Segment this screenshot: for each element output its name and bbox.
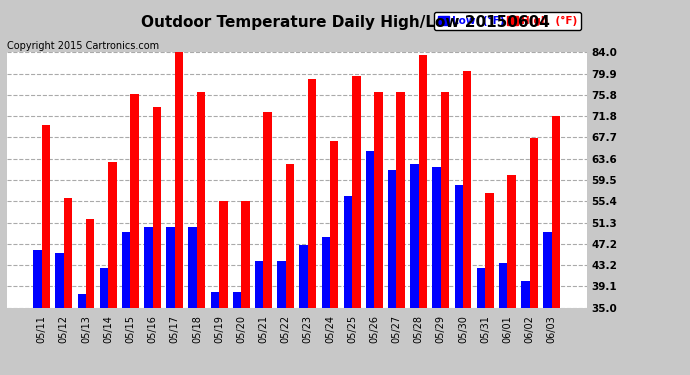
Bar — [219, 201, 228, 375]
Bar — [477, 268, 485, 375]
Bar — [521, 282, 529, 375]
Bar — [64, 198, 72, 375]
Bar — [41, 125, 50, 375]
Bar — [507, 175, 516, 375]
Bar — [277, 261, 286, 375]
Bar — [322, 237, 330, 375]
Bar — [455, 185, 463, 375]
Bar — [108, 162, 117, 375]
Bar — [552, 116, 560, 375]
Bar — [397, 92, 405, 375]
Bar — [411, 164, 419, 375]
Bar — [144, 227, 152, 375]
Bar — [86, 219, 95, 375]
Bar — [352, 76, 361, 375]
Bar — [188, 227, 197, 375]
Bar — [130, 94, 139, 375]
Bar — [152, 107, 161, 375]
Bar — [55, 253, 64, 375]
Bar — [388, 170, 397, 375]
Bar — [299, 245, 308, 375]
Legend: Low  (°F), High  (°F): Low (°F), High (°F) — [434, 12, 581, 30]
Bar — [197, 92, 206, 375]
Bar — [286, 164, 294, 375]
Bar — [543, 232, 552, 375]
Bar — [499, 263, 507, 375]
Bar — [441, 92, 449, 375]
Bar — [419, 55, 427, 375]
Bar — [264, 112, 272, 375]
Bar — [308, 78, 316, 375]
Bar — [210, 292, 219, 375]
Bar — [241, 201, 250, 375]
Bar — [433, 167, 441, 375]
Bar — [255, 261, 264, 375]
Bar — [485, 193, 493, 375]
Bar — [529, 138, 538, 375]
Bar — [330, 141, 338, 375]
Bar — [374, 92, 383, 375]
Bar — [175, 53, 183, 375]
Bar — [233, 292, 241, 375]
Bar — [33, 250, 41, 375]
Text: Outdoor Temperature Daily High/Low 20150604: Outdoor Temperature Daily High/Low 20150… — [141, 15, 549, 30]
Bar — [463, 71, 471, 375]
Bar — [366, 152, 374, 375]
Bar — [122, 232, 130, 375]
Bar — [100, 268, 108, 375]
Bar — [344, 196, 352, 375]
Bar — [77, 294, 86, 375]
Text: Copyright 2015 Cartronics.com: Copyright 2015 Cartronics.com — [7, 41, 159, 51]
Bar — [166, 227, 175, 375]
